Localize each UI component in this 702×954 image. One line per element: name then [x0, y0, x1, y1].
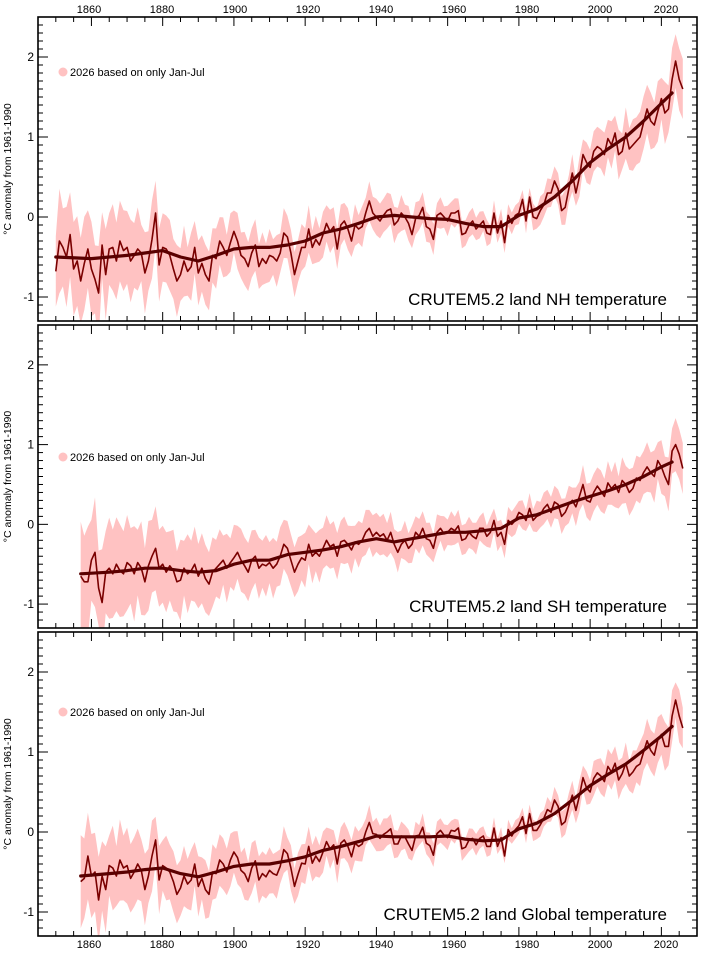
y-tick-label: 1 [27, 130, 34, 144]
uncertainty-band [80, 682, 683, 936]
uncertainty-band [55, 34, 683, 321]
smoothed-series-line [79, 460, 674, 576]
plot-area [79, 418, 684, 628]
legend-marker [58, 707, 68, 717]
panel-title: CRUTEM5.2 land NH temperature [408, 290, 667, 309]
legend-text: 2026 based on only Jan-Jul [70, 67, 205, 79]
top-tick-label: 1940 [369, 4, 393, 16]
legend-marker [58, 452, 68, 462]
bottom-tick-label: 1960 [442, 939, 466, 951]
y-tick-label: 2 [27, 358, 34, 372]
top-tick-label: 2020 [654, 4, 678, 16]
y-tick-label: 1 [27, 745, 34, 759]
y-tick-label: -1 [23, 290, 34, 304]
panel-nh: -1 0 1 2 °C anomaly from 1961-1990 2026 based… [2, 16, 698, 322]
legend-text: 2026 based on only Jan-Jul [70, 452, 205, 464]
y-tick-label: 2 [27, 665, 34, 679]
bottom-tick-label: 1860 [77, 939, 101, 951]
y-tick-label: 1 [27, 438, 34, 452]
annual-series-line [55, 60, 684, 294]
y-tick-label: -1 [23, 905, 34, 919]
y-tick-label: 2 [27, 50, 34, 64]
y-tick-label: 0 [27, 210, 34, 224]
annual-series-line [80, 443, 684, 604]
bottom-tick-label: 1900 [223, 939, 247, 951]
y-axis-label: °C anomaly from 1961-1990 [2, 718, 14, 850]
top-tick-label: 1880 [150, 4, 174, 16]
top-tick-label: 1920 [296, 4, 320, 16]
panel-title: CRUTEM5.2 land Global temperature [384, 905, 667, 924]
y-axis-label: °C anomaly from 1961-1990 [2, 411, 14, 543]
bottom-tick-label: 2000 [588, 939, 612, 951]
y-axis-label: °C anomaly from 1961-1990 [2, 103, 14, 235]
legend-marker [58, 67, 68, 77]
plot-area [54, 34, 684, 321]
top-tick-label: 2000 [588, 4, 612, 16]
top-tick-label: 1980 [515, 4, 539, 16]
top-x-axis: 1860 1880 1900 1920 1940 1960 1980 2000 … [77, 4, 678, 16]
plot-area [79, 682, 684, 936]
bottom-tick-label: 1980 [515, 939, 539, 951]
legend-text: 2026 based on only Jan-Jul [70, 707, 205, 719]
panel-title: CRUTEM5.2 land SH temperature [409, 597, 667, 616]
smoothed-series-line [54, 91, 674, 263]
top-tick-label: 1860 [77, 4, 101, 16]
y-tick-label: -1 [23, 597, 34, 611]
bottom-tick-label: 1880 [150, 939, 174, 951]
top-tick-label: 1900 [223, 4, 247, 16]
uncertainty-band [80, 418, 683, 628]
bottom-tick-label: 2020 [654, 939, 678, 951]
smoothed-series-line [79, 724, 674, 879]
panel-sh: -1 0 1 2 °C anomaly from 1961-1990 2026 based… [2, 324, 698, 629]
bottom-x-axis: 1860 1880 1900 1920 1940 1960 1980 2000 … [77, 939, 678, 951]
y-tick-label: 0 [27, 517, 34, 531]
bottom-tick-label: 1920 [296, 939, 320, 951]
y-tick-label: 0 [27, 825, 34, 839]
top-tick-label: 1960 [442, 4, 466, 16]
bottom-tick-label: 1940 [369, 939, 393, 951]
panel-global: -1 0 1 2 °C anomaly from 1961-1990 2026 based… [2, 631, 698, 937]
